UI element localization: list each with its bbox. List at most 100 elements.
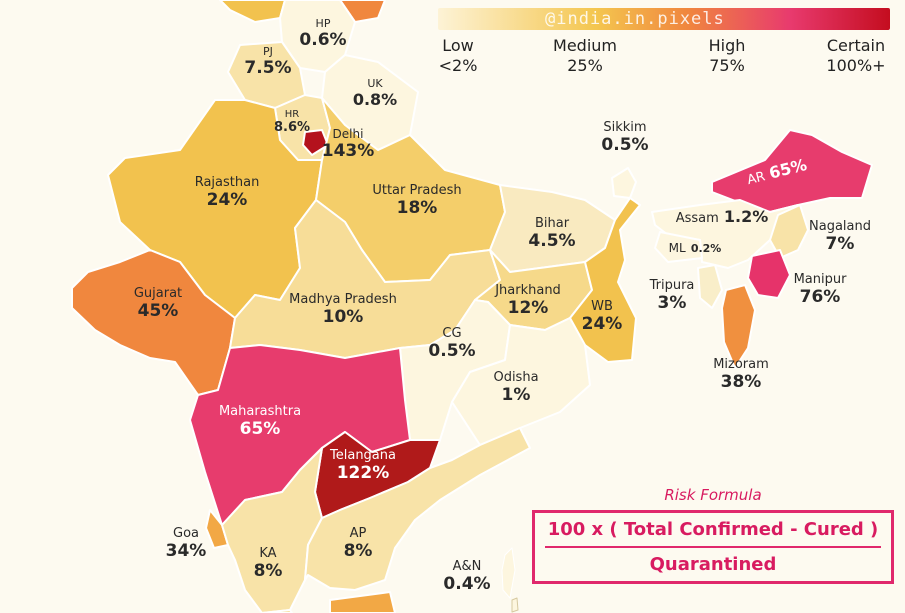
- label-sikkim-name: Sikkim: [603, 120, 647, 135]
- label-gujarat-name: Gujarat: [133, 286, 183, 301]
- label-goa-name: Goa: [172, 526, 199, 541]
- watermark: @india.in.pixels: [545, 9, 725, 29]
- label-wb: WB 24%: [582, 299, 623, 334]
- label-telangana-name: Telangana: [330, 448, 396, 463]
- region-tn-edge: [329, 591, 396, 613]
- label-rajasthan: Rajasthan 24%: [194, 175, 260, 210]
- label-up-value: 18%: [396, 197, 438, 218]
- label-mizoram: Mizoram 38%: [713, 357, 769, 392]
- legend-color-bar: @india.in.pixels: [438, 8, 890, 30]
- label-maharashtra-value: 65%: [239, 418, 281, 439]
- label-mp: Madhya Pradesh 10%: [289, 292, 397, 327]
- label-ka: KA 8%: [253, 546, 283, 581]
- label-rajasthan-value: 24%: [206, 189, 248, 210]
- region-jk-left: [219, 0, 286, 23]
- region-manipur[interactable]: [747, 249, 791, 299]
- label-telangana-value: 122%: [336, 462, 390, 483]
- label-jharkhand-value: 12%: [507, 297, 549, 318]
- region-an-south: [511, 597, 519, 613]
- risk-formula-title: Risk Formula: [664, 486, 762, 504]
- label-an: A&N 0.4%: [443, 559, 490, 594]
- label-hr-value: 8.6%: [273, 119, 311, 135]
- label-sikkim-value: 0.5%: [601, 134, 649, 155]
- label-pj-value: 7.5%: [244, 57, 292, 78]
- label-ml-name: ML: [668, 241, 686, 255]
- label-ap-name: AP: [349, 526, 367, 541]
- region-ml[interactable]: [654, 231, 703, 263]
- region-delhi[interactable]: [302, 129, 329, 156]
- risk-formula-box: 100 x ( Total Confirmed - Cured ) Quaran…: [532, 510, 894, 584]
- label-cg: CG 0.5%: [428, 326, 476, 361]
- label-manipur-name: Manipur: [793, 272, 847, 287]
- label-pj-name: PJ: [263, 45, 273, 58]
- label-hp-value: 0.6%: [299, 29, 347, 50]
- legend-stop-high-value: 75%: [709, 56, 745, 75]
- label-manipur: Manipur 76%: [793, 272, 847, 307]
- label-manipur-value: 76%: [799, 286, 841, 307]
- label-odisha-name: Odisha: [493, 370, 539, 385]
- legend-stop-certain: Certain 100%+: [826, 36, 885, 76]
- label-delhi-name: Delhi: [332, 127, 364, 141]
- legend-stop-low-name: Low: [442, 36, 474, 55]
- legend-stop-medium: Medium 25%: [553, 36, 617, 76]
- legend-stop-low-value: <2%: [438, 56, 478, 75]
- label-ml-value: 0.2%: [690, 242, 722, 255]
- label-gujarat-value: 45%: [137, 300, 179, 321]
- label-jharkhand: Jharkhand 12%: [495, 283, 561, 318]
- region-ap[interactable]: [304, 427, 531, 591]
- risk-formula-numerator: 100 x ( Total Confirmed - Cured ): [545, 519, 881, 548]
- label-mp-value: 10%: [322, 306, 364, 327]
- label-nagaland-value: 7%: [825, 233, 855, 254]
- label-nagaland: Nagaland 7%: [809, 219, 871, 254]
- label-assam-name: Assam: [675, 211, 719, 226]
- label-ar-name: AR: [745, 169, 767, 189]
- legend-stop-high: High 75%: [709, 36, 746, 76]
- label-cg-name: CG: [442, 326, 462, 341]
- region-nagaland[interactable]: [769, 204, 809, 259]
- region-tripura[interactable]: [697, 264, 723, 309]
- label-telangana: Telangana 122%: [330, 448, 396, 483]
- label-ka-value: 8%: [253, 560, 283, 581]
- label-pj: PJ 7.5%: [244, 45, 292, 78]
- region-mizoram[interactable]: [721, 284, 756, 369]
- label-mizoram-value: 38%: [720, 371, 762, 392]
- label-hr: HR 8.6%: [274, 109, 310, 135]
- legend-stops: Low <2% Medium 25% High 75% Certain 100%…: [438, 36, 890, 82]
- legend-stop-certain-name: Certain: [826, 36, 886, 55]
- label-gujarat: Gujarat 45%: [133, 286, 183, 321]
- legend-stop-high-name: High: [708, 36, 746, 55]
- label-jharkhand-name: Jharkhand: [495, 283, 561, 298]
- region-kl-edge: [261, 609, 293, 613]
- label-maharashtra: Maharashtra 65%: [218, 404, 302, 439]
- label-uk-value: 0.8%: [352, 89, 398, 109]
- region-sikkim[interactable]: [611, 167, 637, 199]
- label-goa-value: 34%: [165, 540, 207, 561]
- region-an[interactable]: [501, 547, 516, 599]
- label-sikkim: Sikkim 0.5%: [601, 120, 649, 155]
- label-rajasthan-name: Rajasthan: [194, 175, 260, 190]
- legend-stop-low: Low <2%: [439, 36, 478, 76]
- label-hp-name: HP: [315, 17, 331, 30]
- risk-formula: Risk Formula 100 x ( Total Confirmed - C…: [532, 486, 894, 584]
- label-hp: HP 0.6%: [299, 17, 347, 50]
- label-up-name: Uttar Pradesh: [372, 183, 462, 198]
- region-goa[interactable]: [205, 509, 229, 549]
- label-tripura: Tripura 3%: [649, 278, 695, 313]
- region-odisha[interactable]: [451, 317, 591, 446]
- label-tripura-name: Tripura: [649, 278, 695, 293]
- label-uk-name: UK: [367, 77, 383, 90]
- label-cg-value: 0.5%: [428, 340, 476, 361]
- legend-stop-medium-name: Medium: [553, 36, 617, 55]
- label-tripura-value: 3%: [657, 292, 687, 313]
- label-bihar-value: 4.5%: [528, 230, 576, 251]
- label-goa: Goa 34%: [165, 526, 207, 561]
- label-up: Uttar Pradesh 18%: [372, 183, 462, 218]
- label-bihar: Bihar 4.5%: [528, 216, 576, 251]
- label-maharashtra-name: Maharashtra: [218, 404, 302, 419]
- risk-formula-denominator: Quarantined: [649, 554, 777, 575]
- label-hr-name: HR: [284, 109, 300, 120]
- label-uk: UK 0.8%: [352, 77, 398, 109]
- label-mp-name: Madhya Pradesh: [289, 292, 397, 307]
- legend: @india.in.pixels Low <2% Medium 25% High…: [438, 8, 890, 82]
